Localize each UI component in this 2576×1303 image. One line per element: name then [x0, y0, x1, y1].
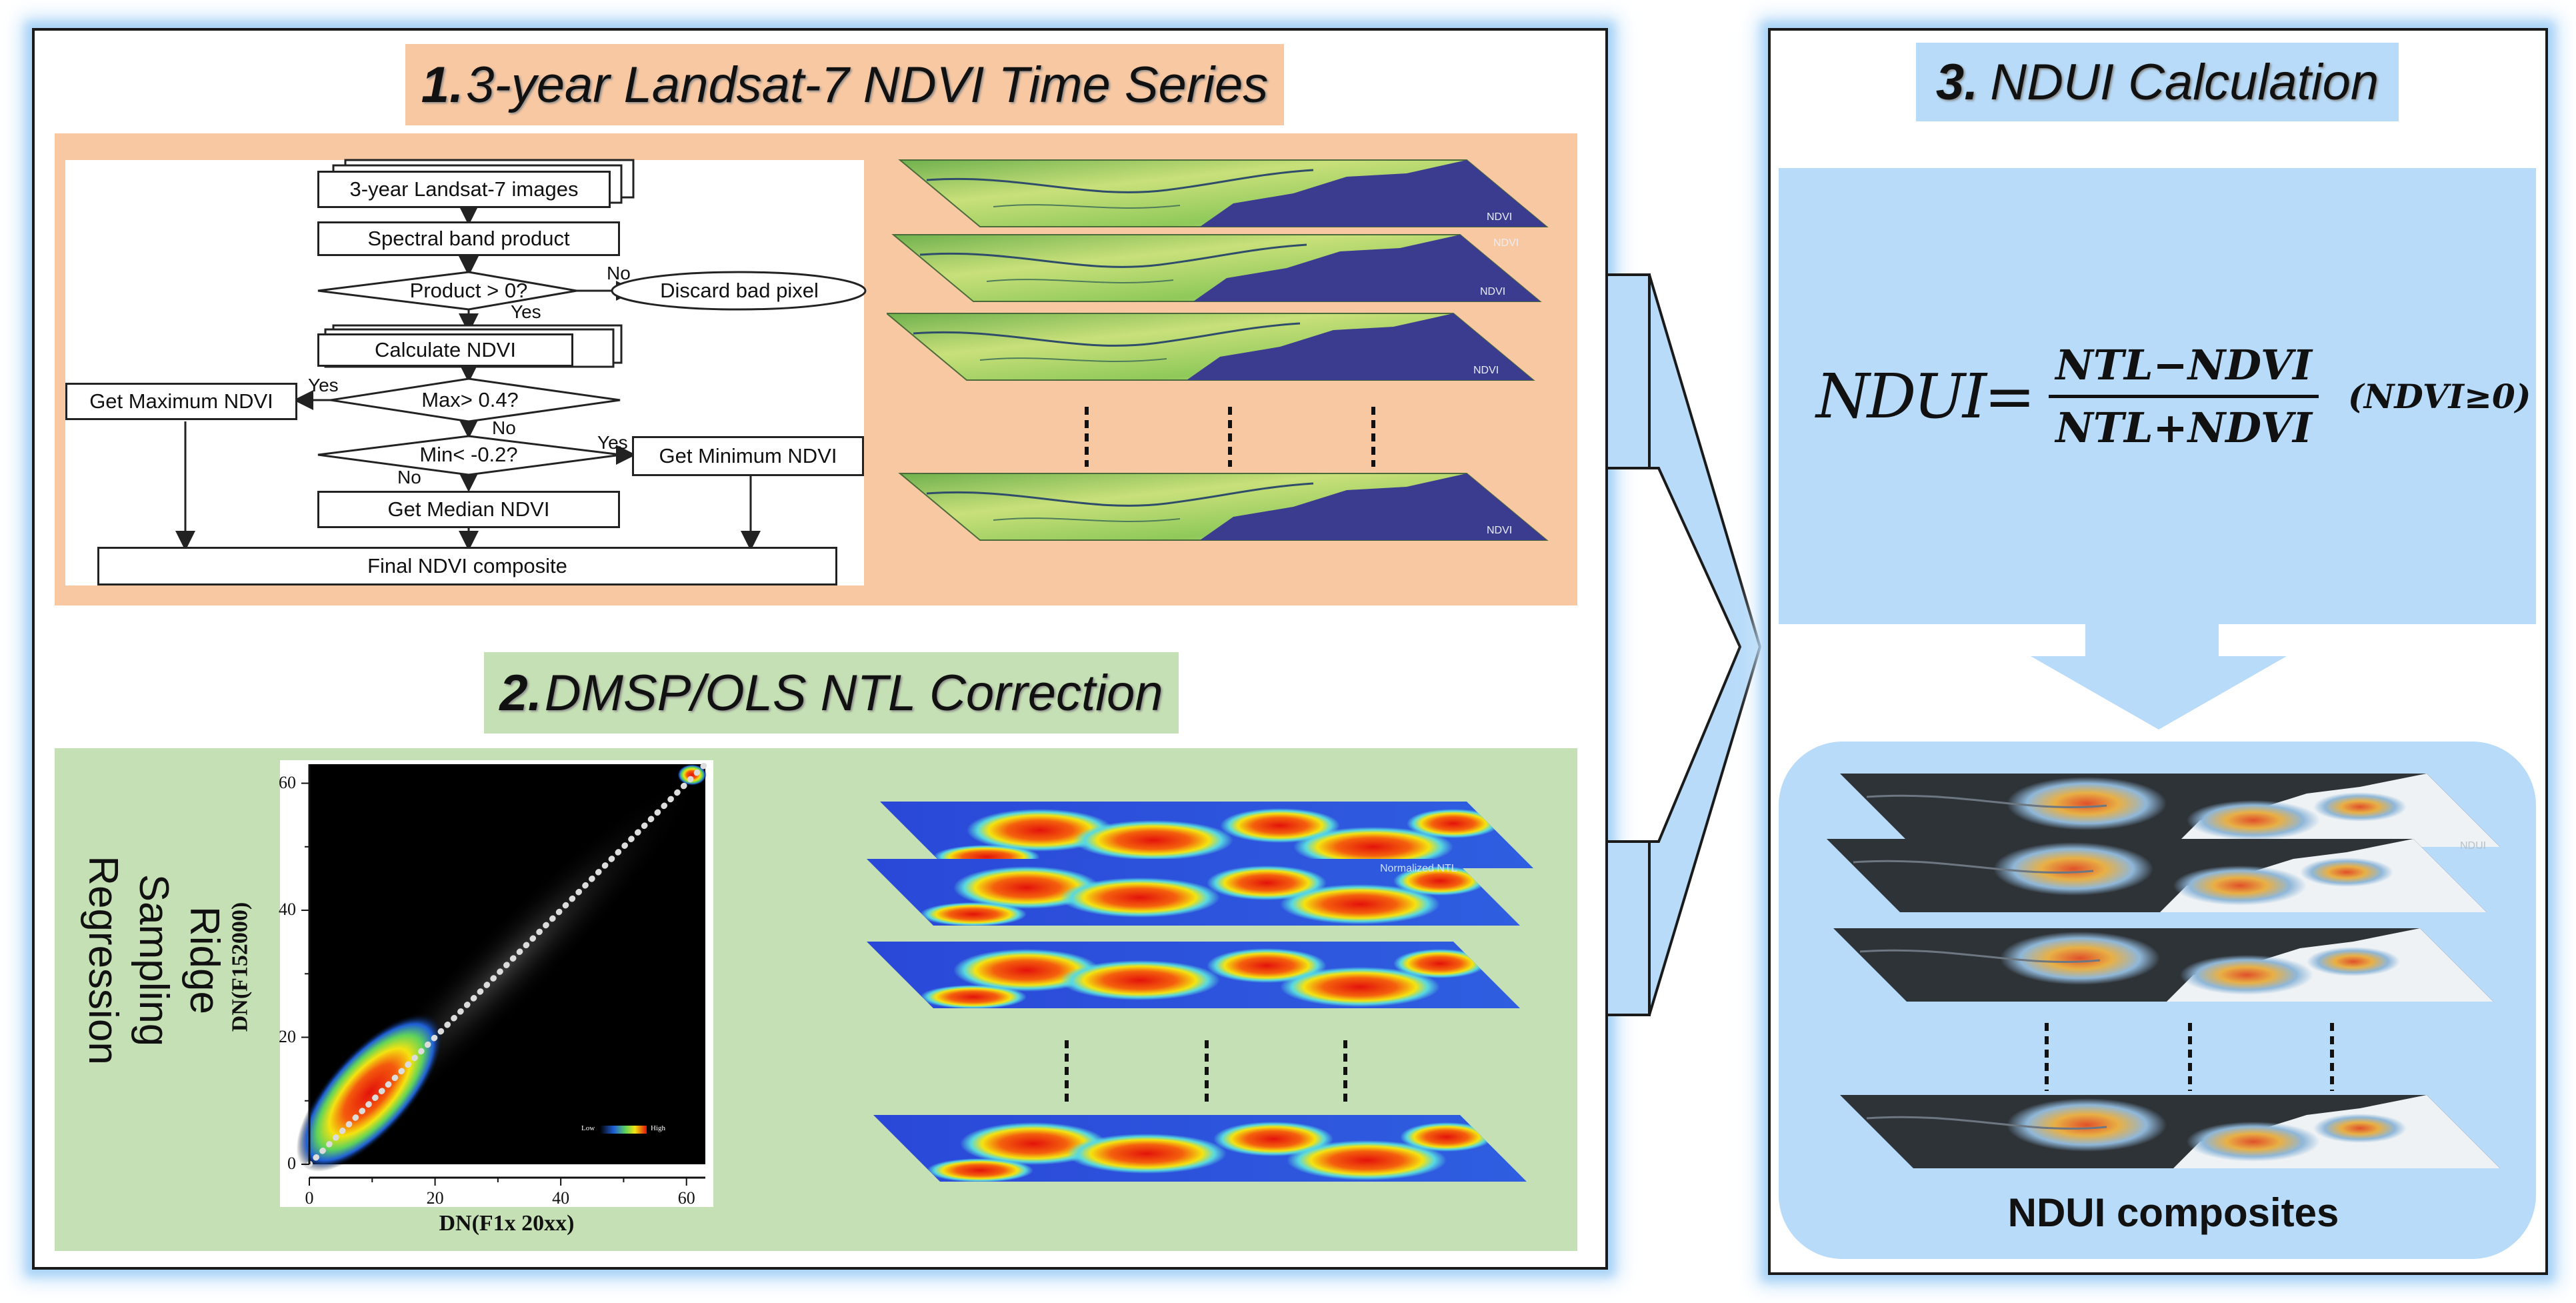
flow-yes-label: Yes — [308, 375, 339, 395]
flow-spectral-box: Spectral band product — [317, 221, 620, 256]
y-tick-label: 0 — [287, 1154, 296, 1173]
plot-xlabel: DN(F1x 20xx) — [439, 1211, 575, 1236]
section3-title-text: NDUI Calculation — [1990, 53, 2379, 111]
flow-no-label: No — [607, 263, 631, 283]
section2-title: 2. DMSP/OLS NTL Correction — [484, 652, 1179, 734]
flow-yes-label: Yes — [511, 301, 541, 322]
flow-get-max-box: Get Maximum NDVI — [65, 383, 297, 420]
legend-low: Low — [581, 1124, 595, 1132]
formula-fraction: NTL−NDVI NTL+NDVI — [2049, 341, 2319, 452]
ndvi-watermark: NDVI — [1493, 237, 1519, 249]
plot-ylabel: DN(F152000) — [227, 902, 252, 1032]
flow-final-box: Final NDVI composite — [97, 547, 837, 585]
density-plot — [296, 761, 709, 1186]
section3-number: 3. — [1935, 53, 1979, 111]
formula-numerator: NTL−NDVI — [2055, 340, 2313, 389]
formula-equals: = — [1984, 360, 2036, 432]
ndui-caption: NDUI composites — [2007, 1190, 2339, 1235]
section1-number: 1. — [421, 56, 464, 113]
formula-fraction-bar — [2049, 394, 2319, 398]
ntl-map-stack — [867, 802, 1533, 1220]
y-tick-label: 40 — [279, 900, 296, 920]
flow-calc-box: Calculate NDVI — [317, 333, 573, 367]
flow-max-test: Max> 0.4? — [421, 388, 519, 411]
section2-number: 2. — [499, 664, 542, 722]
section2-title-text: DMSP/OLS NTL Correction — [544, 664, 1163, 722]
flow-no-label: No — [492, 417, 516, 438]
formula-condition: (NDVI≥0) — [2348, 376, 2531, 416]
y-tick-label: 60 — [279, 772, 296, 792]
formula-lhs: NDUI — [1816, 360, 1987, 432]
flow-input-box: 3-year Landsat-7 images — [317, 171, 611, 208]
x-tick-label: 40 — [552, 1188, 570, 1208]
flow-yes-label: Yes — [597, 432, 628, 453]
x-tick-label: 0 — [305, 1188, 314, 1208]
flow-get-median-box: Get Median NDVI — [317, 491, 620, 528]
x-tick-label: 20 — [426, 1188, 444, 1208]
ndvi-map-stack: NDVI — [887, 159, 1549, 541]
section1-title: 1. 3-year Landsat-7 NDVI Time Series — [405, 44, 1284, 125]
down-arrow — [2031, 624, 2287, 730]
ndui-map-stack — [1827, 774, 2527, 1194]
flow-min-test: Min< -0.2? — [419, 443, 518, 466]
x-tick-label: 60 — [677, 1188, 695, 1208]
flow-product-test: Product > 0? — [409, 279, 528, 302]
ndui-formula: NDUI = NTL−NDVI NTL+NDVI (NDVI≥0) — [1816, 323, 2531, 469]
ndui-watermark: NDUI — [2460, 840, 2487, 852]
flow-get-min-box: Get Minimum NDVI — [632, 436, 864, 476]
connector-arrow — [1605, 273, 1762, 1016]
section1-title-text: 3-year Landsat-7 NDVI Time Series — [466, 56, 1269, 113]
formula-denominator: NTL+NDVI — [2055, 403, 2313, 452]
plot-ylabel-wrap: DN(F152000) — [200, 867, 280, 1067]
svg-text:NDVI: NDVI — [1487, 211, 1512, 223]
flow-discard-label: Discard bad pixel — [660, 279, 819, 302]
legend-high: High — [651, 1124, 665, 1132]
y-tick-label: 20 — [279, 1026, 296, 1046]
ntl-watermark: Normalized NTL — [1380, 863, 1457, 874]
section3-title: 3. NDUI Calculation — [1916, 43, 2399, 121]
flow-no-label: No — [397, 467, 421, 487]
